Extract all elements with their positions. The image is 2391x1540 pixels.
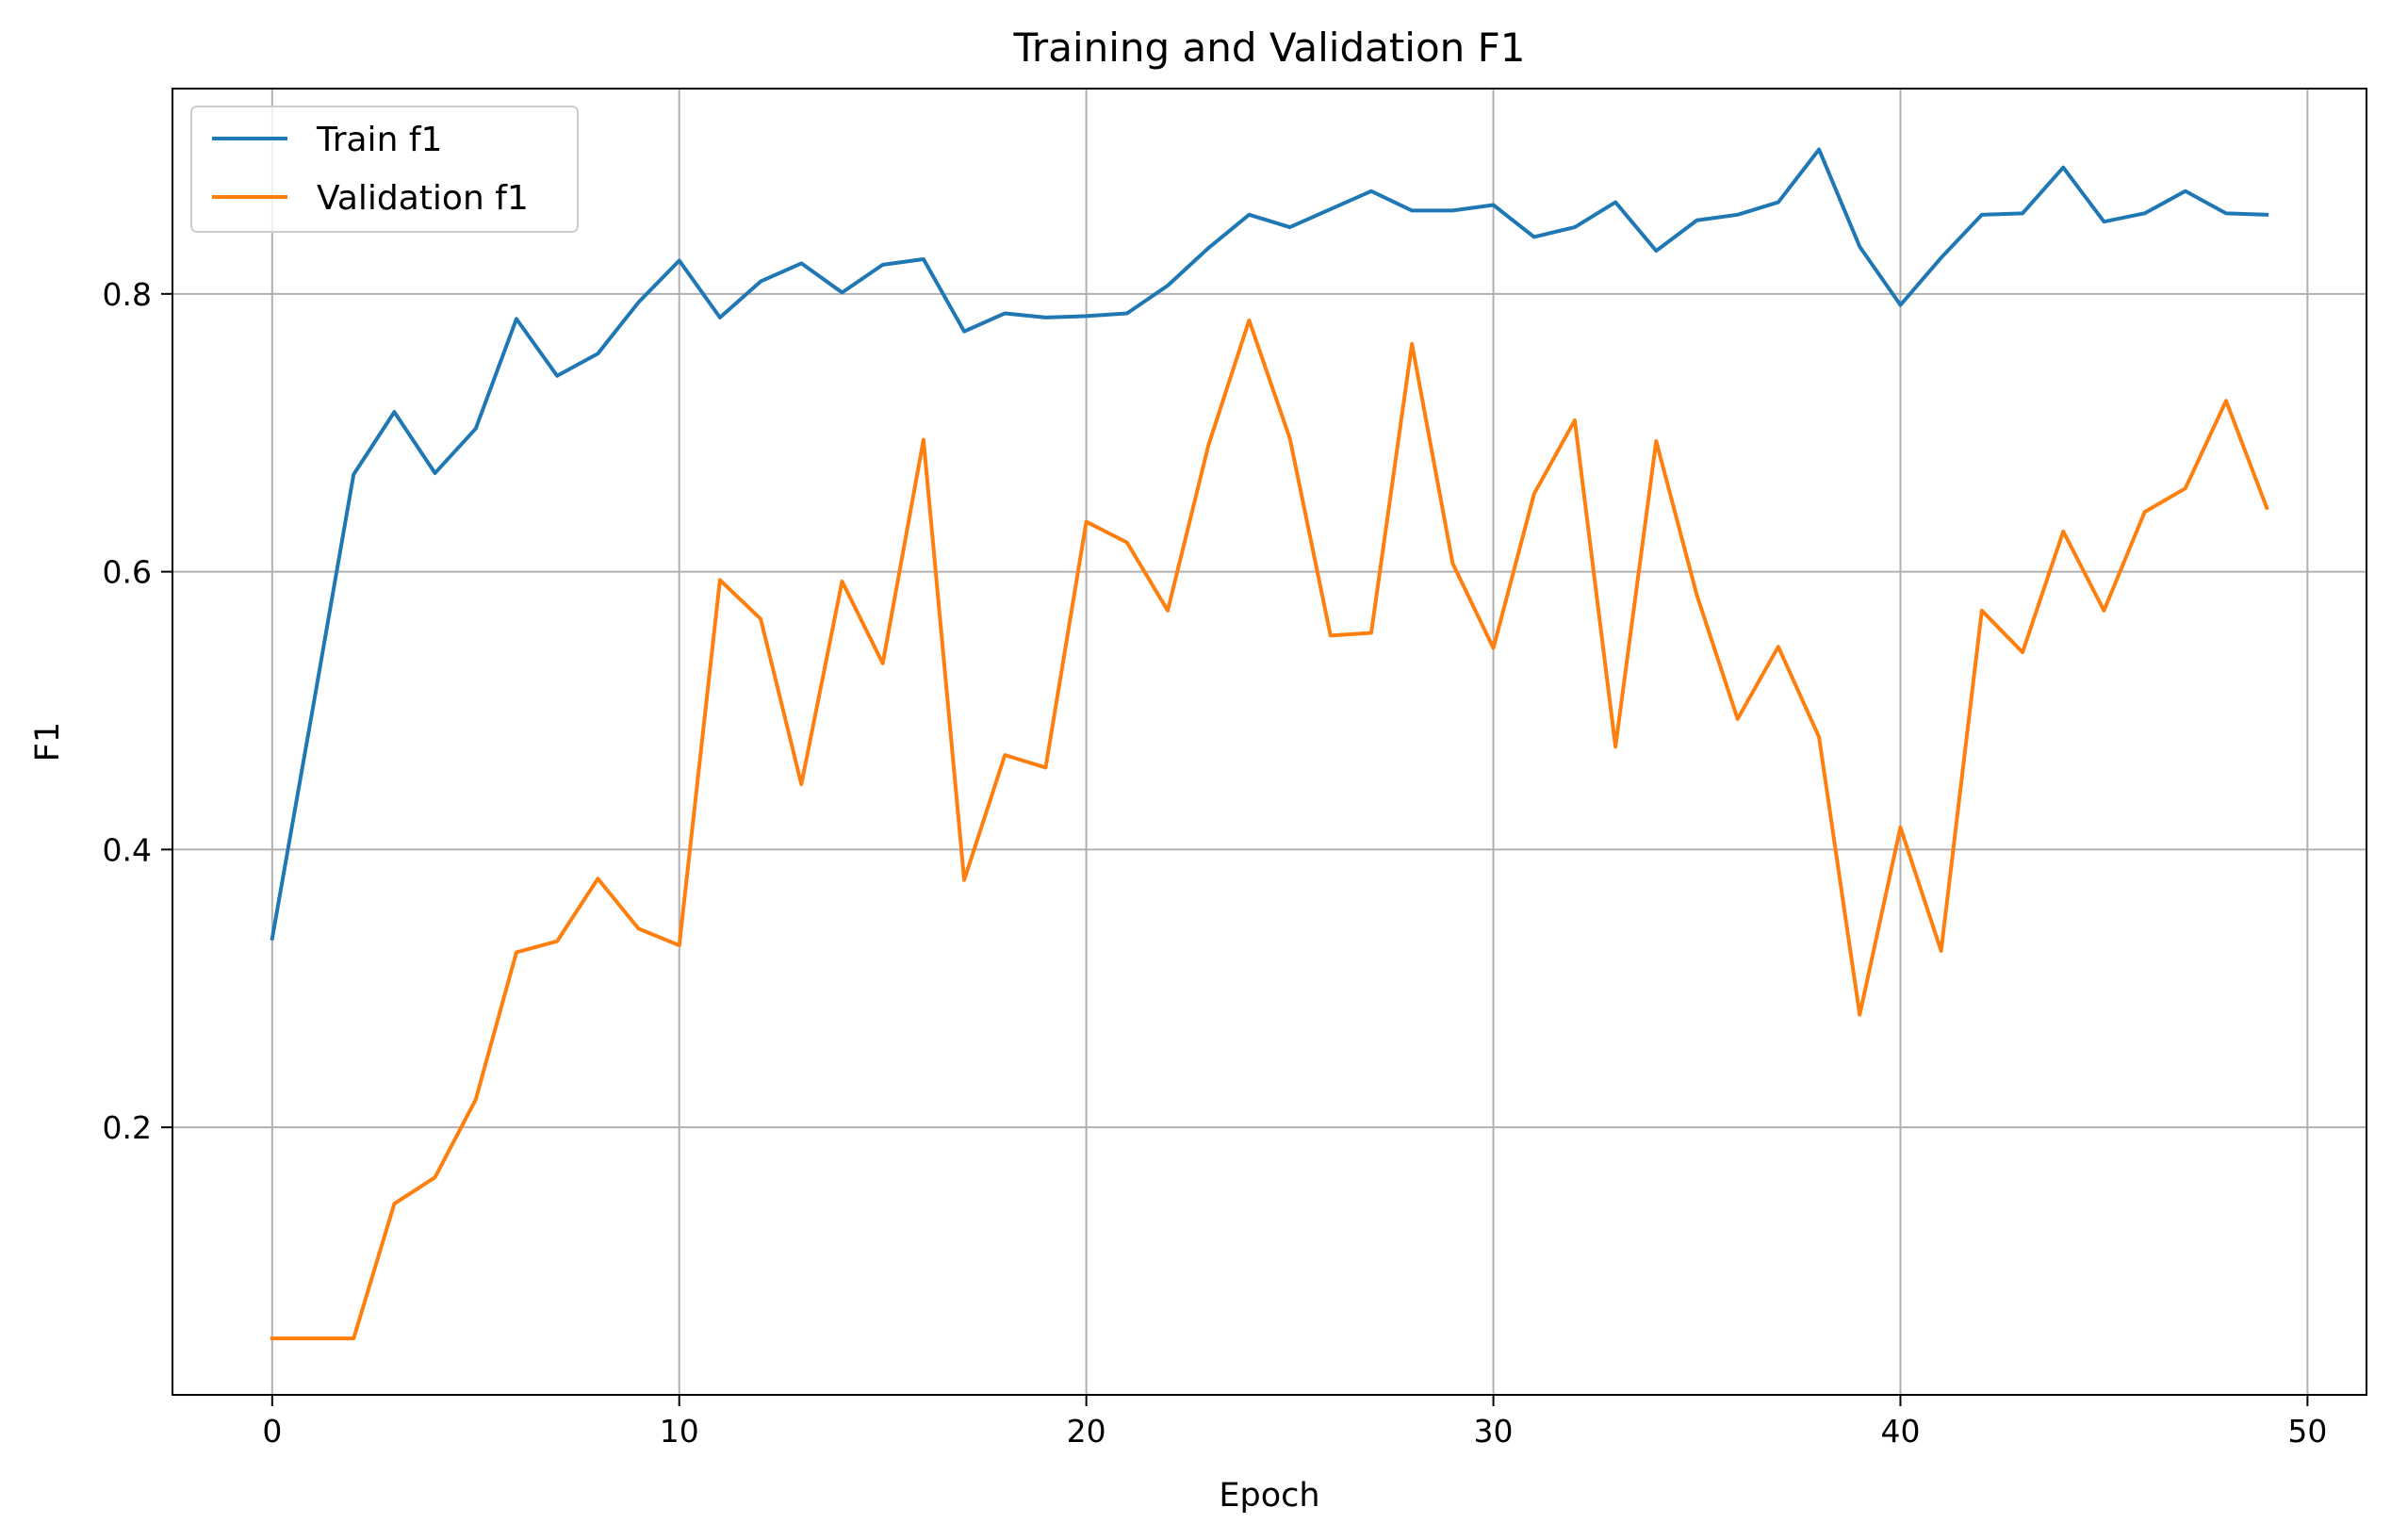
y-axis-label: F1 [29, 722, 67, 762]
legend: Train f1 Validation f1 [190, 106, 579, 233]
chart-title: Training and Validation F1 [1012, 25, 1525, 71]
x-tick-label: 50 [2287, 1413, 2327, 1450]
x-tick-label: 0 [262, 1413, 282, 1450]
y-tick-label: 0.6 [103, 554, 152, 591]
x-tick-label: 20 [1067, 1413, 1106, 1450]
x-axis-label: Epoch [1219, 1477, 1319, 1515]
series-line-validation [270, 318, 2269, 1341]
y-tick-label: 0.4 [103, 831, 152, 868]
y-tick-label: 0.8 [103, 276, 152, 313]
x-tick-label: 40 [1880, 1413, 1920, 1450]
legend-label-train: Train f1 [316, 121, 442, 159]
y-tick-label: 0.2 [103, 1109, 152, 1146]
x-tick-label: 30 [1474, 1413, 1514, 1450]
data-series [270, 147, 2269, 1341]
legend-box [190, 106, 579, 233]
grid-lines [172, 89, 2366, 1395]
plot-area-frame [172, 88, 2367, 1396]
series-line-train [270, 147, 2269, 942]
legend-label-validation: Validation f1 [317, 179, 529, 218]
axis-ticks: 0 10 20 30 40 50 0.2 0.4 0.6 0.8 [103, 276, 2328, 1450]
x-tick-label: 10 [660, 1413, 699, 1450]
